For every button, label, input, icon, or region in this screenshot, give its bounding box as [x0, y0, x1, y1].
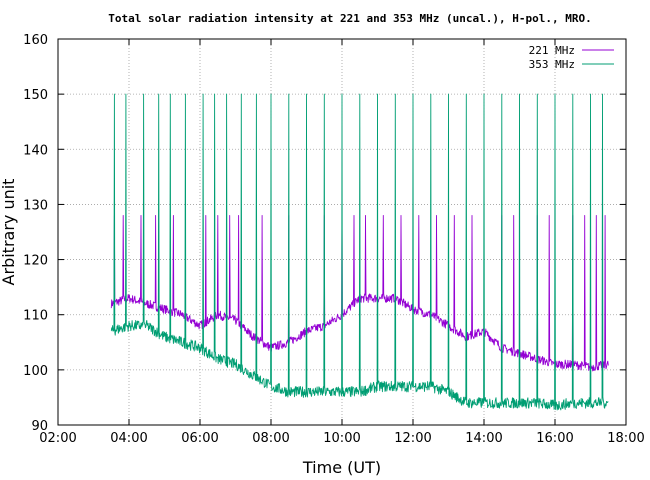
- y-tick-label: 120: [23, 254, 48, 269]
- x-tick-label: 02:00: [39, 431, 76, 446]
- x-tick-label: 14:00: [465, 431, 502, 446]
- axis-ticks: 02:00 04:00 06:00 08:00 10:00 12:00 14:00 16:00…: [23, 33, 645, 446]
- x-tick-label: 08:00: [252, 431, 289, 446]
- legend-label-221: 221 MHz: [529, 44, 575, 57]
- y-axis-label: Arbitrary unit: [0, 179, 18, 286]
- legend-label-353: 353 MHz: [529, 58, 575, 71]
- y-tick-label: 130: [23, 198, 48, 213]
- x-tick-label: 04:00: [110, 431, 147, 446]
- x-tick-label: 12:00: [394, 431, 431, 446]
- series-group: [110, 93, 609, 411]
- x-tick-label: 16:00: [536, 431, 573, 446]
- x-tick-label: 06:00: [181, 431, 218, 446]
- x-tick-label: 10:00: [323, 431, 360, 446]
- x-axis-label: Time (UT): [302, 458, 381, 477]
- y-tick-label: 90: [31, 419, 48, 434]
- x-tick-label: 18:00: [607, 431, 644, 446]
- chart-title: Total solar radiation intensity at 221 a…: [108, 12, 591, 25]
- legend: 221 MHz 353 MHz: [529, 44, 614, 71]
- y-tick-label: 160: [23, 33, 48, 48]
- y-tick-label: 110: [23, 309, 48, 324]
- y-tick-label: 140: [23, 143, 48, 158]
- y-tick-label: 100: [23, 364, 48, 379]
- y-tick-label: 150: [23, 88, 48, 103]
- series-line-353-mhz: [110, 93, 609, 411]
